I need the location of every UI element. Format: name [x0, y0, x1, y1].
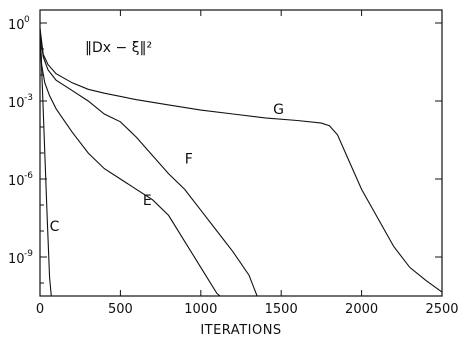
series-line-C [39, 28, 52, 297]
series-lines [39, 28, 443, 297]
x-tick-label: 1500 [265, 302, 298, 317]
x-tick-label: 2000 [345, 302, 378, 317]
series-line-F [39, 30, 258, 297]
y-tick-exponent: -9 [24, 249, 33, 259]
x-tick-label: 0 [36, 302, 44, 317]
series-label-C: C [50, 219, 60, 235]
y-tick-label: 10 [8, 174, 25, 189]
y-tick-exponent: -3 [24, 93, 33, 103]
series-labels: C E F G [50, 102, 284, 235]
x-tick-labels: 0 500 1000 1500 2000 2500 [36, 302, 459, 317]
x-tick-label: 2500 [425, 302, 458, 317]
y-tick-exponent: 0 [24, 15, 30, 25]
x-tick-label: 1000 [184, 302, 217, 317]
series-label-F: F [185, 151, 193, 167]
series-label-G: G [273, 102, 284, 118]
y-tick-label: 10 [8, 252, 25, 267]
x-tick-label: 500 [108, 302, 133, 317]
x-axis-title: ITERATIONS [200, 323, 281, 338]
series-line-G [39, 28, 443, 293]
series-line-E [39, 30, 221, 297]
y-tick-exponent: -6 [24, 171, 33, 181]
series-label-E: E [143, 193, 152, 209]
norm-annotation: ‖Dx − ξ‖² [85, 40, 152, 56]
y-tick-label: 10 [8, 18, 25, 33]
axis-ticks [39, 10, 443, 296]
y-tick-label: 10 [8, 96, 25, 111]
